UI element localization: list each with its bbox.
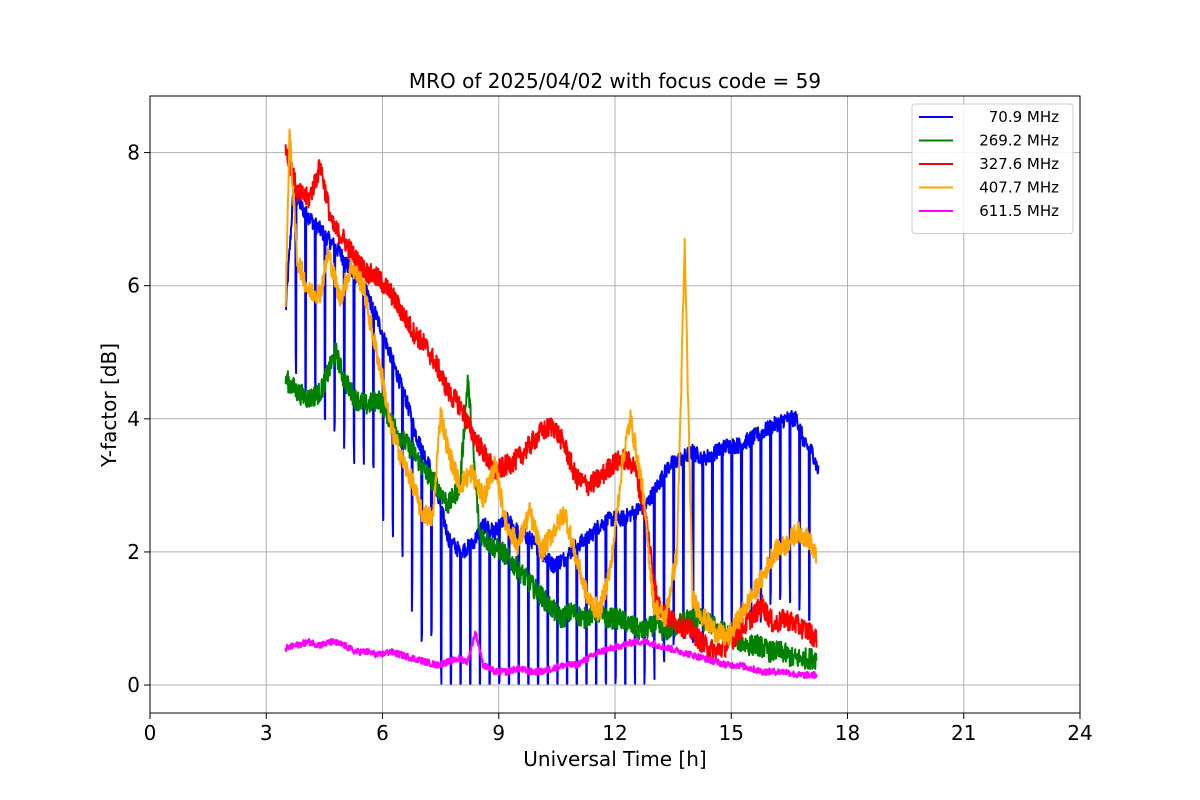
series-line-3 — [284, 128, 818, 646]
legend-label: 407.7 MHz — [979, 179, 1059, 197]
legend: 70.9 MHz 269.2 MHz 327.6 MHz 407.7 MHz 611.5… — [911, 103, 1074, 234]
x-tick-label: 12 — [602, 721, 627, 745]
y-axis-label: Y-factor [dB] — [97, 343, 121, 468]
x-tick-label: 21 — [951, 721, 976, 745]
x-tick-label: 18 — [835, 721, 860, 745]
x-tick-label: 6 — [376, 721, 389, 745]
y-tick-label: 8 — [127, 141, 140, 165]
legend-label: 70.9 MHz — [989, 108, 1059, 126]
y-tick-label: 4 — [127, 407, 140, 431]
x-axis-label: Universal Time [h] — [523, 747, 706, 771]
legend-label: 269.2 MHz — [979, 132, 1059, 150]
y-tick-label: 6 — [127, 274, 140, 298]
series-line-0 — [284, 189, 820, 685]
y-tick-label: 2 — [127, 540, 140, 564]
x-tick-label: 0 — [144, 721, 157, 745]
y-tick-label: 0 — [127, 673, 140, 697]
series-layer — [284, 128, 820, 685]
legend-box — [911, 103, 1074, 234]
legend-label: 327.6 MHz — [979, 155, 1059, 173]
chart-title: MRO of 2025/04/02 with focus code = 59 — [409, 69, 821, 93]
x-tick-label: 9 — [492, 721, 505, 745]
series-line-4 — [284, 630, 818, 680]
legend-label: 611.5 MHz — [979, 202, 1059, 220]
x-tick-label: 3 — [260, 721, 273, 745]
x-tick-label: 15 — [719, 721, 744, 745]
x-tick-label: 24 — [1067, 721, 1092, 745]
